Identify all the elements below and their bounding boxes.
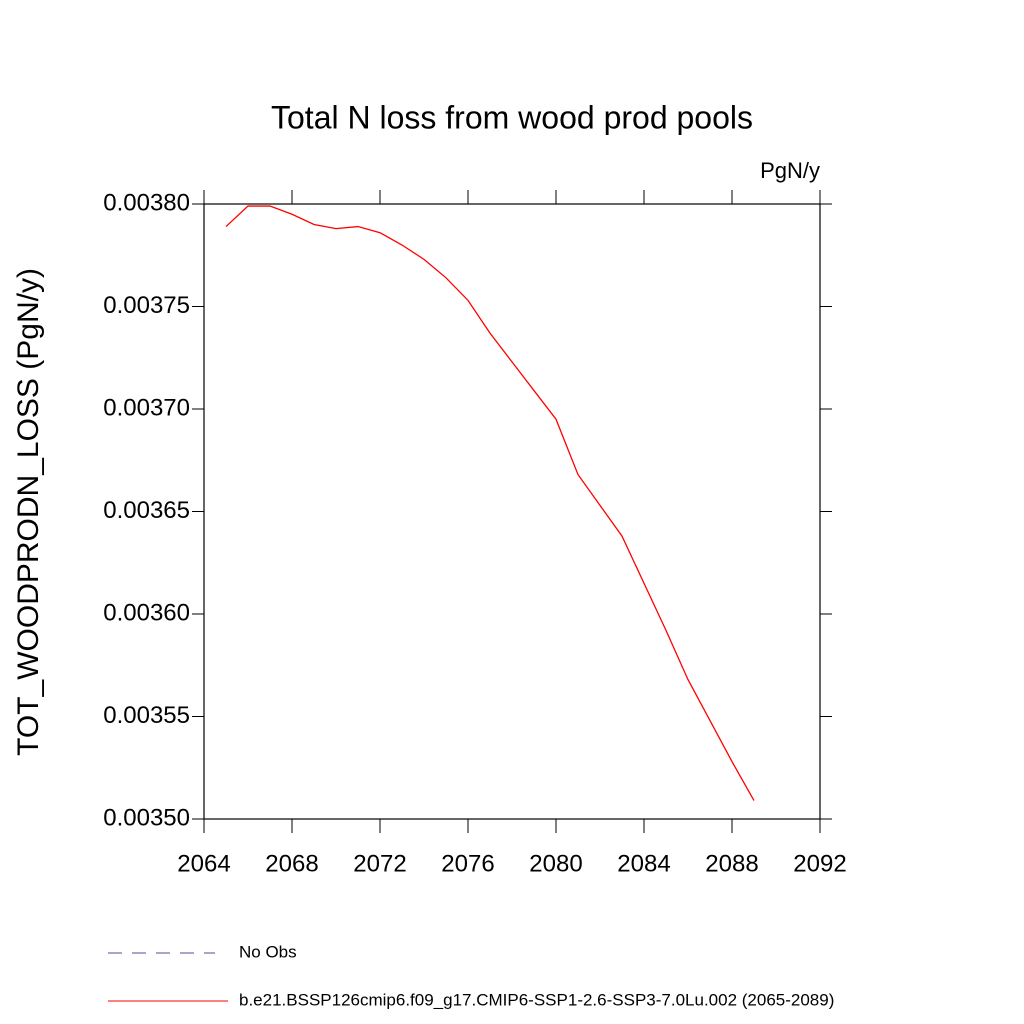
x-tick-label: 2092 [793,850,846,877]
x-tick-label: 2088 [705,850,758,877]
y-axis-label: TOT_WOODPRODN_LOSS (PgN/y) [12,268,45,756]
chart-title: Total N loss from wood prod pools [271,99,753,135]
x-tick-label: 2080 [529,850,582,877]
y-tick-label: 0.00355 [103,702,190,729]
y-tick-label: 0.00375 [103,292,190,319]
y-tick-label: 0.00360 [103,599,190,626]
legend-label: No Obs [239,942,297,961]
x-tick-label: 2064 [177,850,230,877]
data-line [225,205,755,801]
x-tick-label: 2072 [353,850,406,877]
x-tick-label: 2084 [617,850,670,877]
y-tick-label: 0.00365 [103,497,190,524]
legend-label: b.e21.BSSP126cmip6.f09_g17.CMIP6-SSP1-2.… [239,990,834,1009]
x-tick-label: 2068 [265,850,318,877]
plot-frame [203,203,821,820]
y-tick-label: 0.00370 [103,394,190,421]
x-tick-label: 2076 [441,850,494,877]
y-tick-label: 0.00380 [103,189,190,216]
units-label: PgN/y [760,158,820,183]
y-tick-label: 0.00350 [103,804,190,831]
